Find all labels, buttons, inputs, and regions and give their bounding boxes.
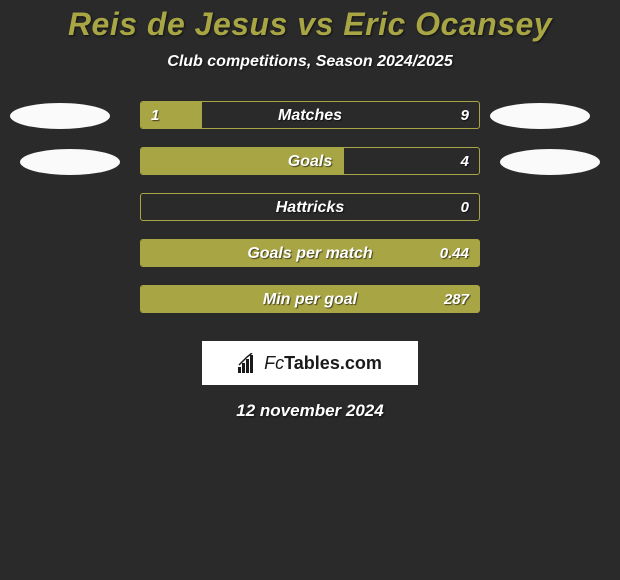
metric-value-left: 1 — [151, 102, 159, 130]
bar-chart-icon — [238, 353, 260, 373]
player-b-avatar — [500, 149, 600, 175]
bar-track: 0.44Goals per match — [140, 239, 480, 267]
player-a-avatar — [20, 149, 120, 175]
bar-track: 0Hattricks — [140, 193, 480, 221]
logo-text: FcTables.com — [264, 353, 382, 374]
metric-value-right: 9 — [461, 102, 469, 130]
bar-track: 4Goals — [140, 147, 480, 175]
bar-track: 19Matches — [140, 101, 480, 129]
comparison-infographic: Reis de Jesus vs Eric Ocansey Club compe… — [0, 0, 620, 580]
metric-value-right: 0 — [461, 194, 469, 222]
metric-row: 0Hattricks — [0, 193, 620, 239]
metric-row: 4Goals — [0, 147, 620, 193]
page-title: Reis de Jesus vs Eric Ocansey — [0, 0, 620, 43]
player-b-avatar — [490, 103, 590, 129]
metric-value-right: 0.44 — [440, 240, 469, 268]
metric-value-right: 4 — [461, 148, 469, 176]
subtitle: Club competitions, Season 2024/2025 — [0, 53, 620, 71]
logo-box: FcTables.com — [202, 341, 418, 385]
date-label: 12 november 2024 — [0, 401, 620, 421]
metric-row: 287Min per goal — [0, 285, 620, 331]
bar-fill — [141, 286, 479, 312]
player-a-avatar — [10, 103, 110, 129]
metric-label: Hattricks — [141, 194, 479, 222]
metric-value-right: 287 — [444, 286, 469, 314]
bar-track: 287Min per goal — [140, 285, 480, 313]
metric-row: 0.44Goals per match — [0, 239, 620, 285]
bar-fill — [141, 148, 344, 174]
metric-row: 19Matches — [0, 101, 620, 147]
chart-area: 19Matches4Goals0Hattricks0.44Goals per m… — [0, 101, 620, 331]
bar-fill — [141, 240, 479, 266]
